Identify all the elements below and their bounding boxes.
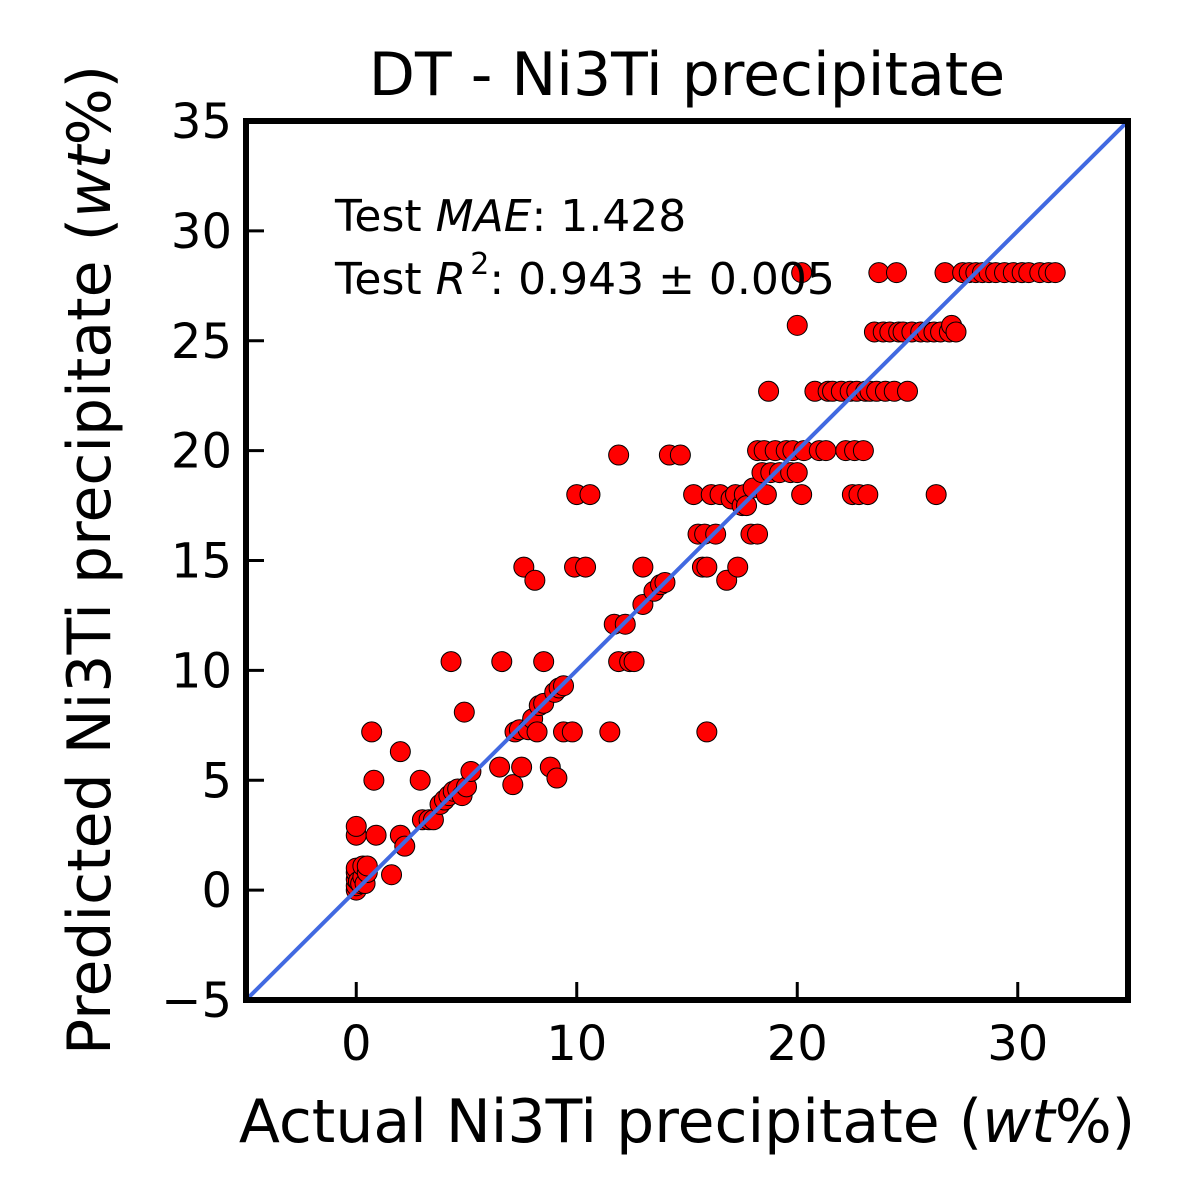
data-point (696, 721, 718, 743)
data-point (786, 462, 808, 484)
data-point (489, 756, 511, 778)
data-point (394, 835, 416, 857)
data-point (511, 756, 533, 778)
x-axis-ticks: 0 10 20 30 (341, 982, 1048, 1072)
data-point (925, 484, 947, 506)
y-tick-label: 15 (171, 534, 232, 590)
data-point (623, 651, 645, 673)
y-axis-title-unit: wt (55, 143, 125, 218)
data-point (608, 444, 630, 466)
x-tick-label: 30 (987, 1016, 1048, 1072)
identity-line (246, 121, 1128, 1000)
data-point (934, 262, 956, 284)
r2-annotation-symbol: R (436, 254, 467, 305)
data-point (683, 484, 705, 506)
data-point (696, 556, 718, 578)
data-point (852, 440, 874, 462)
data-point (632, 556, 654, 578)
chart-title: DT - Ni3Ti precipitate (369, 40, 1005, 110)
y-tick-label: 35 (171, 94, 232, 150)
x-axis-title-prefix: Actual Ni3Ti precipitate ( (239, 1087, 982, 1157)
r2-annotation: Test R 2: 0.943 ± 0.005 (334, 247, 835, 305)
data-point (857, 484, 879, 506)
r2-annotation-value: : 0.943 ± 0.005 (489, 254, 835, 305)
data-point (815, 440, 837, 462)
x-axis-title-suffix: %) (1055, 1087, 1135, 1157)
y-axis-title-suffix: %) (55, 65, 125, 145)
data-point (791, 484, 813, 506)
data-point (755, 484, 777, 506)
data-point (502, 774, 524, 796)
y-tick-label: 0 (201, 863, 232, 919)
data-point (758, 380, 780, 402)
data-point (579, 484, 601, 506)
data-point (533, 651, 555, 673)
y-axis-title-prefix: Predicted Ni3Ti precipitate ( (55, 218, 125, 1055)
y-tick-label: 30 (171, 204, 232, 260)
data-point (561, 721, 583, 743)
mae-annotation-value: : 1.428 (532, 191, 687, 242)
data-point (345, 815, 367, 837)
mae-annotation-symbol: MAE (436, 191, 532, 242)
mae-annotation: Test MAE: 1.428 (334, 191, 686, 242)
r2-annotation-superscript: 2 (470, 247, 489, 282)
y-tick-label: 10 (171, 643, 232, 699)
data-point (526, 721, 548, 743)
data-point (945, 321, 967, 343)
data-point (361, 721, 383, 743)
data-point (727, 556, 749, 578)
data-point (460, 760, 482, 782)
data-point (381, 864, 403, 886)
data-points (345, 262, 1066, 901)
data-point (440, 651, 462, 673)
y-tick-label: 25 (171, 314, 232, 370)
data-point (363, 769, 385, 791)
data-point (524, 569, 546, 591)
data-point (1044, 262, 1066, 284)
r2-annotation-prefix: Test (334, 254, 436, 305)
y-tick-label: 5 (201, 753, 232, 809)
x-tick-label: 10 (546, 1016, 607, 1072)
data-point (885, 262, 907, 284)
data-point (791, 262, 813, 284)
data-point (546, 767, 568, 789)
data-point (669, 444, 691, 466)
data-point (365, 824, 387, 846)
x-tick-label: 0 (341, 1016, 372, 1072)
data-point (409, 769, 431, 791)
y-tick-label: 20 (171, 424, 232, 480)
plot-frame (243, 118, 1131, 1003)
x-axis-title: Actual Ni3Ti precipitate (wt%) (239, 1087, 1135, 1157)
y-axis-ticks: −5 0 5 10 15 20 25 30 35 (161, 94, 264, 1029)
data-point (575, 556, 597, 578)
data-point (453, 701, 475, 723)
y-axis-title: Predicted Ni3Ti precipitate (wt%) (55, 65, 125, 1055)
data-point (356, 855, 378, 877)
x-axis-title-unit: wt (982, 1087, 1057, 1157)
x-tick-label: 20 (767, 1016, 828, 1072)
data-point (786, 314, 808, 336)
data-point (389, 741, 411, 763)
data-point (491, 651, 513, 673)
data-point (897, 380, 918, 402)
data-point (747, 523, 769, 545)
data-point (868, 262, 890, 284)
data-point (599, 721, 621, 743)
y-tick-label: −5 (161, 973, 232, 1029)
mae-annotation-prefix: Test (334, 191, 436, 242)
